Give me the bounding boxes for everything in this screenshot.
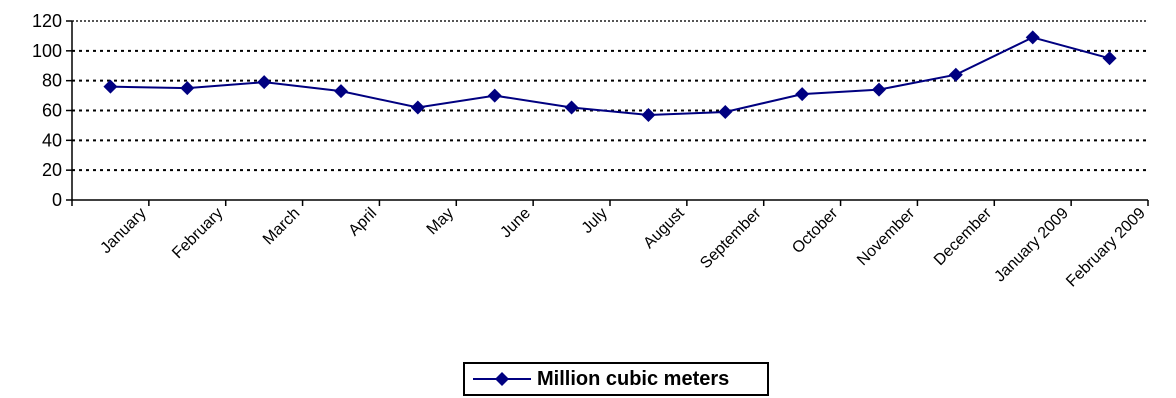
data-point bbox=[718, 104, 733, 119]
gridlines bbox=[72, 20, 1148, 172]
data-point bbox=[103, 79, 118, 94]
y-tick-label: 120 bbox=[32, 11, 62, 31]
series-line bbox=[110, 36, 1110, 116]
x-tick-label: April bbox=[346, 205, 381, 240]
data-point bbox=[334, 84, 348, 99]
x-tick-label: December bbox=[931, 204, 996, 269]
data-point bbox=[641, 107, 656, 122]
y-tick-label: 40 bbox=[42, 130, 62, 150]
data-point bbox=[948, 67, 963, 82]
data-point bbox=[257, 75, 272, 90]
x-tick-label: September bbox=[697, 204, 765, 272]
data-point bbox=[1102, 51, 1117, 66]
legend: Million cubic meters bbox=[463, 362, 769, 396]
x-tick-label: November bbox=[854, 204, 919, 269]
x-tick-label: June bbox=[497, 205, 534, 242]
x-tick-label: August bbox=[640, 204, 688, 252]
x-tick-label: January bbox=[97, 205, 149, 257]
data-point bbox=[410, 100, 425, 115]
y-tick-label: 20 bbox=[42, 160, 62, 180]
y-tick-label: 0 bbox=[52, 190, 62, 210]
data-point bbox=[795, 87, 810, 102]
legend-label: Million cubic meters bbox=[537, 367, 730, 390]
y-tick-label: 100 bbox=[32, 41, 62, 61]
x-tick-label: October bbox=[789, 204, 842, 257]
x-tick-label: March bbox=[260, 205, 303, 248]
data-point bbox=[487, 88, 502, 103]
x-tick-label: January 2009 bbox=[991, 205, 1072, 286]
y-tick-label: 60 bbox=[42, 101, 62, 121]
y-tick-label: 80 bbox=[42, 71, 62, 91]
legend-marker-icon bbox=[473, 372, 531, 386]
x-tick-label: February bbox=[169, 205, 226, 262]
data-point bbox=[1025, 30, 1040, 45]
x-tick-label: February 2009 bbox=[1063, 205, 1149, 291]
x-tick-label: May bbox=[424, 205, 457, 238]
data-point bbox=[564, 100, 579, 115]
data-point bbox=[872, 82, 886, 97]
x-tick-labels: January February March April May June July Augu… bbox=[97, 204, 1148, 290]
axes bbox=[66, 20, 1149, 206]
x-tick-label: July bbox=[579, 205, 611, 237]
data-point bbox=[180, 81, 195, 96]
series-million-cubic-meters bbox=[103, 30, 1117, 122]
y-tick-labels: 0 20 40 60 80 100 120 bbox=[32, 11, 62, 210]
